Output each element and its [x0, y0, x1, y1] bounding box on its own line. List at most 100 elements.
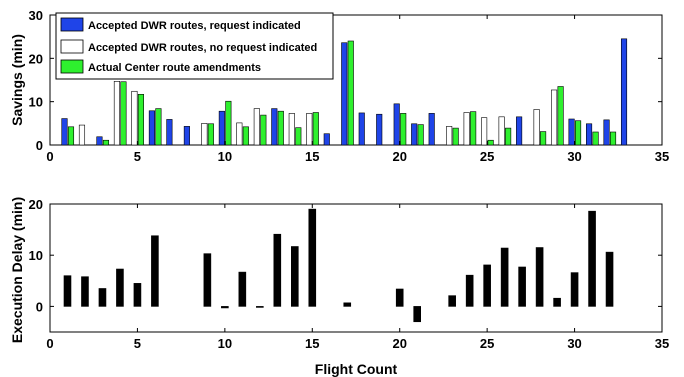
delay-bar-s1-flight-23 [448, 295, 456, 307]
savings-bars [61, 38, 628, 146]
savings-bar-s2-flight-25 [481, 117, 488, 146]
savings-bar-s2-flight-23 [446, 126, 453, 146]
savings-bar-s3-flight-6 [155, 108, 162, 146]
delay-panel: 0 5 10 15 20 25 30 35 0 10 20 Execution Delay (min… [9, 197, 669, 377]
delay-bar-s1-flight-10 [221, 306, 229, 309]
delay-bar-s1-flight-1 [63, 275, 72, 307]
delay-x-tick-label: 20 [392, 336, 406, 351]
savings-x-tick-label: 25 [480, 149, 494, 164]
legend-label-no-request: Accepted DWR routes, no request indicate… [88, 42, 317, 54]
delay-bar-s1-flight-21 [413, 306, 422, 323]
savings-panel: 0 5 10 15 20 25 30 35 0 10 20 30 Savings (min) Acce… [9, 8, 669, 164]
savings-bar-s2-flight-15 [306, 113, 313, 146]
delay-bar-s1-flight-2 [81, 276, 89, 307]
legend-swatch-request-indicated [60, 17, 84, 32]
delay-x-tick-label: 35 [655, 336, 669, 351]
savings-bar-s2-flight-9 [201, 123, 208, 146]
legend-swatch-center-amendments [60, 59, 84, 74]
savings-bar-s1-flight-32 [603, 119, 610, 146]
savings-bar-s1-flight-8 [183, 126, 190, 146]
savings-x-tick-label: 30 [567, 149, 581, 164]
delay-bar-s1-flight-31 [588, 210, 596, 307]
delay-bars [63, 208, 614, 323]
savings-y-tick-label: 0 [36, 138, 43, 153]
savings-bar-s3-flight-31 [592, 131, 599, 146]
savings-bar-s3-flight-32 [609, 131, 617, 146]
savings-bar-s3-flight-21 [417, 124, 424, 146]
savings-bar-s3-flight-28 [540, 131, 547, 146]
legend: Accepted DWR routes, request indicated A… [55, 12, 334, 80]
delay-x-tick-label: 30 [567, 336, 581, 351]
savings-bar-s1-flight-30 [568, 118, 575, 146]
savings-bar-s2-flight-26 [498, 116, 505, 146]
savings-bar-s3-flight-9 [207, 123, 214, 146]
savings-bar-s1-flight-7 [166, 119, 173, 146]
delay-bar-s1-flight-27 [518, 266, 526, 307]
savings-bar-s3-flight-1 [67, 126, 75, 146]
savings-bar-s1-flight-3 [96, 136, 103, 146]
savings-bar-s3-flight-10 [225, 100, 232, 146]
savings-x-tick-label: 35 [655, 149, 669, 164]
savings-y-tick-label: 10 [29, 95, 43, 110]
legend-swatch-no-request [60, 39, 84, 54]
savings-x-tick-label: 5 [134, 149, 141, 164]
savings-bar-s1-flight-10 [218, 110, 225, 146]
delay-bar-s1-flight-5 [133, 283, 142, 307]
savings-bar-s1-flight-21 [411, 123, 418, 146]
delay-x-tick-label: 5 [134, 336, 141, 351]
savings-y-axis-label: Savings (min) [9, 34, 25, 126]
delay-y-tick-label: 20 [29, 197, 43, 212]
delay-x-tick-label: 25 [480, 336, 494, 351]
savings-x-tick-label: 10 [218, 149, 232, 164]
savings-bar-s2-flight-28 [533, 109, 540, 146]
delay-bar-s1-flight-6 [151, 235, 159, 307]
savings-x-tick-label: 0 [46, 149, 53, 164]
savings-bar-s3-flight-25 [487, 139, 494, 146]
savings-bar-s2-flight-24 [463, 112, 470, 146]
savings-bar-s3-flight-11 [242, 126, 249, 146]
delay-bar-s1-flight-25 [483, 264, 491, 307]
delay-x-tick-label: 15 [305, 336, 319, 351]
delay-bar-s1-flight-12 [256, 306, 264, 308]
delay-bar-s1-flight-17 [343, 302, 352, 307]
savings-bar-s3-flight-4 [120, 81, 127, 146]
x-axis-label: Flight Count [315, 361, 398, 377]
delay-ticks: 0 5 10 15 20 25 30 35 0 10 20 [29, 197, 670, 351]
savings-bar-s1-flight-17 [341, 42, 348, 146]
savings-ticks: 0 5 10 15 20 25 30 35 0 10 20 30 [29, 8, 670, 164]
savings-bar-s3-flight-30 [575, 120, 582, 146]
savings-bar-s2-flight-11 [236, 122, 243, 146]
savings-bar-s1-flight-16 [323, 133, 330, 146]
delay-bar-s1-flight-20 [395, 288, 404, 307]
delay-bar-s1-flight-26 [500, 247, 509, 307]
savings-bar-s3-flight-3 [102, 139, 110, 146]
savings-bar-s3-flight-17 [347, 40, 354, 146]
savings-bar-s1-flight-19 [376, 113, 383, 146]
legend-label-request-indicated: Accepted DWR routes, request indicated [88, 20, 301, 32]
delay-y-tick-label: 0 [36, 299, 43, 314]
savings-bar-s2-flight-29 [551, 89, 558, 146]
savings-bar-s1-flight-1 [61, 118, 68, 146]
delay-bar-s1-flight-30 [570, 272, 579, 307]
delay-y-tick-label: 10 [29, 248, 43, 263]
savings-x-tick-label: 15 [305, 149, 319, 164]
savings-y-tick-label: 30 [29, 8, 43, 23]
savings-bar-s2-flight-12 [253, 108, 260, 146]
savings-bar-s2-flight-4 [113, 81, 120, 146]
savings-bar-s3-flight-12 [260, 114, 267, 146]
savings-bar-s1-flight-20 [393, 103, 400, 146]
delay-bar-s1-flight-15 [308, 208, 317, 307]
savings-bar-s1-flight-22 [428, 113, 435, 146]
savings-bar-s3-flight-15 [312, 112, 319, 146]
savings-bar-s3-flight-13 [277, 110, 284, 146]
delay-bar-s1-flight-28 [535, 247, 544, 307]
savings-bar-s3-flight-29 [557, 86, 564, 146]
delay-bar-s1-flight-11 [238, 271, 247, 307]
savings-bar-s2-flight-14 [288, 113, 295, 146]
savings-bar-s3-flight-23 [452, 127, 459, 146]
delay-x-tick-label: 0 [46, 336, 53, 351]
savings-bar-s2-flight-5 [131, 90, 138, 146]
savings-bar-s1-flight-33 [620, 38, 628, 146]
savings-bar-s2-flight-2 [78, 124, 86, 146]
